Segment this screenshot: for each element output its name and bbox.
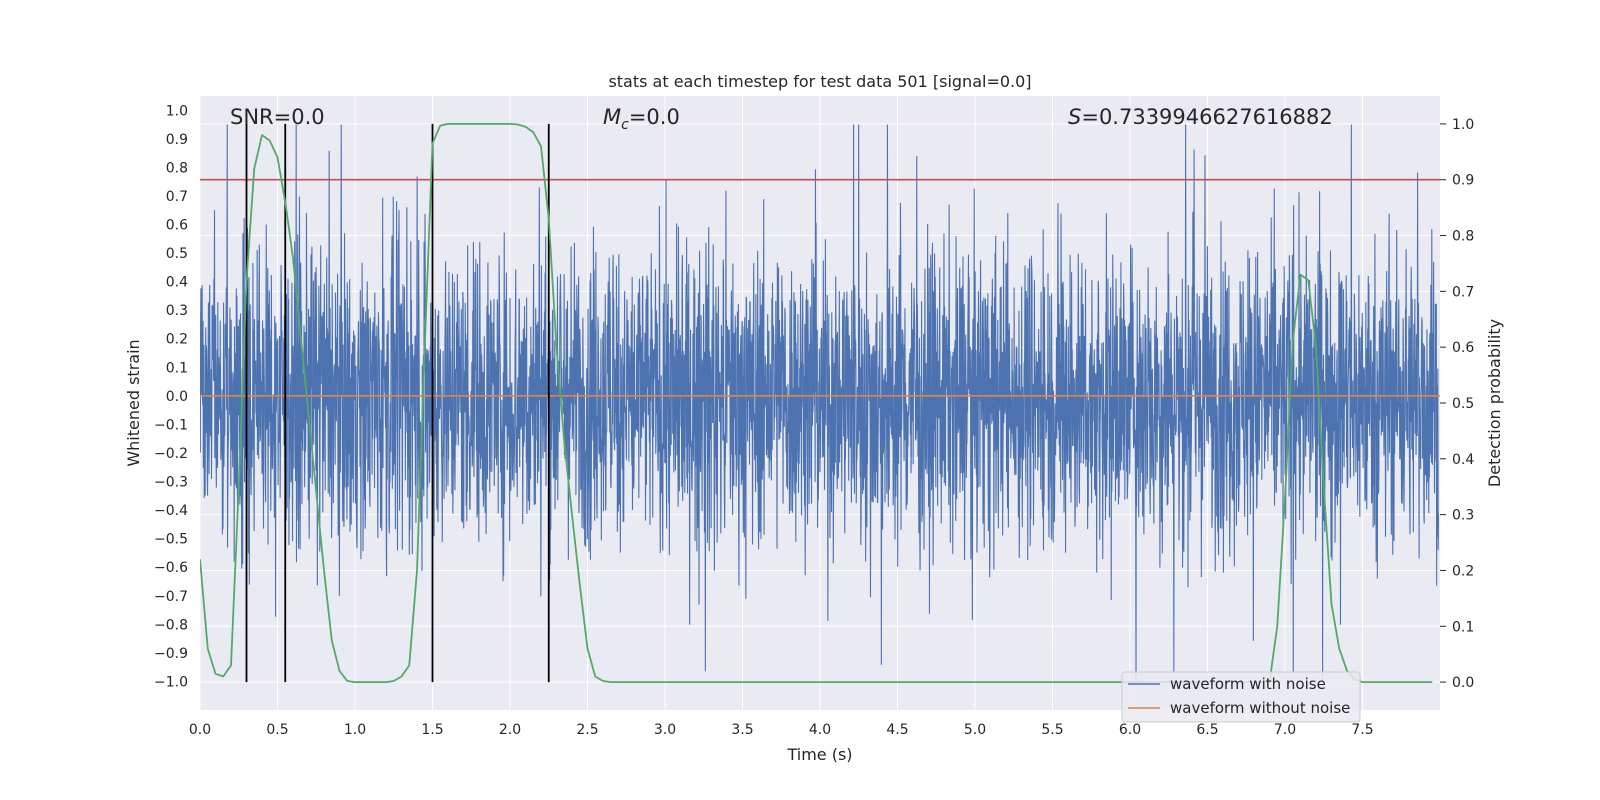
y2-tick-label: 0.3 [1452, 508, 1474, 524]
y2-tick-label: 1.0 [1452, 117, 1474, 133]
x-tick-label: 7.5 [1351, 722, 1373, 738]
y2-tick-label: 0.9 [1452, 173, 1474, 189]
y-tick-label: 0.5 [166, 246, 188, 262]
s-symbol: S [1068, 105, 1081, 129]
x-axis-label: Time (s) [786, 745, 852, 764]
snr-annotation: SNR=0.0 [230, 105, 325, 129]
legend-clean-label: waveform without noise [1170, 699, 1350, 717]
y-tick-label: 0.4 [166, 275, 188, 291]
chirp-mass-value: =0.0 [629, 105, 680, 129]
chirp-mass-subscript: c [621, 117, 629, 133]
x-tick-label: 0.5 [266, 722, 288, 738]
x-tick-label: 3.5 [731, 722, 753, 738]
x-tick-label: 0.0 [189, 722, 211, 738]
s-value: =0.7339946627616882 [1081, 105, 1332, 129]
s-annotation: S=0.7339946627616882 [1068, 105, 1333, 129]
x-axis-ticks: 0.0 0.5 1.0 1.5 2.0 2.5 3.0 3.5 4.0 4.5 5.0 5.5 6.0 6… [189, 722, 1374, 738]
y-tick-label: 0.9 [166, 132, 188, 148]
x-tick-label: 2.0 [499, 722, 521, 738]
y-axis-right-label: Detection probability [1485, 319, 1504, 487]
x-tick-label: 1.0 [344, 722, 366, 738]
y2-tick-label: 0.4 [1452, 452, 1474, 468]
legend: waveform with noise waveform without noi… [1121, 671, 1361, 723]
chirp-mass-symbol: M [603, 105, 621, 129]
x-tick-label: 4.0 [809, 722, 831, 738]
x-tick-label: 5.5 [1041, 722, 1063, 738]
y2-tick-label: 0.0 [1452, 675, 1474, 691]
y-tick-label: 1.0 [166, 103, 188, 119]
x-tick-label: 6.5 [1196, 722, 1218, 738]
y-tick-label: −0.6 [154, 560, 188, 576]
y-tick-label: −0.4 [154, 503, 188, 519]
y-tick-label: −0.7 [154, 589, 188, 605]
y2-tick-label: 0.5 [1452, 396, 1474, 412]
detection-probability-line [200, 123, 1433, 683]
x-tick-label: 7.0 [1274, 722, 1296, 738]
x-tick-label: 1.5 [421, 722, 443, 738]
y-tick-label: 0.6 [166, 218, 188, 234]
x-tick-label: 3.0 [654, 722, 676, 738]
x-tick-label: 2.5 [576, 722, 598, 738]
legend-noise-label: waveform with noise [1170, 675, 1326, 693]
y-tick-label: 0.0 [166, 389, 188, 405]
y-tick-label: 0.2 [166, 332, 188, 348]
y-axis-label: Whitened strain [124, 339, 143, 466]
y-tick-label: −0.1 [154, 417, 188, 433]
y-tick-label: 0.7 [166, 189, 188, 205]
y-axis-left-ticks: 1.0 0.9 0.8 0.7 0.6 0.5 0.4 0.3 0.2 0.1 0.0 −0.1 −0.… [154, 103, 188, 690]
y-tick-label: 0.8 [166, 160, 188, 176]
y2-tick-label: 0.7 [1452, 284, 1474, 300]
y-tick-label: −1.0 [154, 674, 188, 690]
x-tick-label: 4.5 [886, 722, 908, 738]
y-tick-label: −0.5 [154, 532, 188, 548]
x-tick-label: 5.0 [964, 722, 986, 738]
y-tick-label: −0.3 [154, 475, 188, 491]
chirp-mass-annotation: Mc=0.0 [603, 105, 680, 133]
y-axis-right-ticks: 1.0 0.9 0.8 0.7 0.6 0.5 0.4 0.3 0.2 0.1 0.0 [1440, 117, 1474, 691]
y2-tick-label: 0.6 [1452, 340, 1474, 356]
y-tick-label: −0.9 [154, 646, 188, 662]
legend-box [1121, 671, 1361, 723]
y-tick-label: 0.3 [166, 303, 188, 319]
overlay-lines [200, 123, 1440, 683]
chart-title: stats at each timestep for test data 501… [608, 72, 1031, 91]
y-tick-label: −0.8 [154, 617, 188, 633]
y2-tick-label: 0.1 [1452, 619, 1474, 635]
y-tick-label: 0.1 [166, 360, 188, 376]
y2-tick-label: 0.8 [1452, 229, 1474, 245]
x-tick-label: 6.0 [1119, 722, 1141, 738]
y-tick-label: −0.2 [154, 446, 188, 462]
y2-tick-label: 0.2 [1452, 563, 1474, 579]
